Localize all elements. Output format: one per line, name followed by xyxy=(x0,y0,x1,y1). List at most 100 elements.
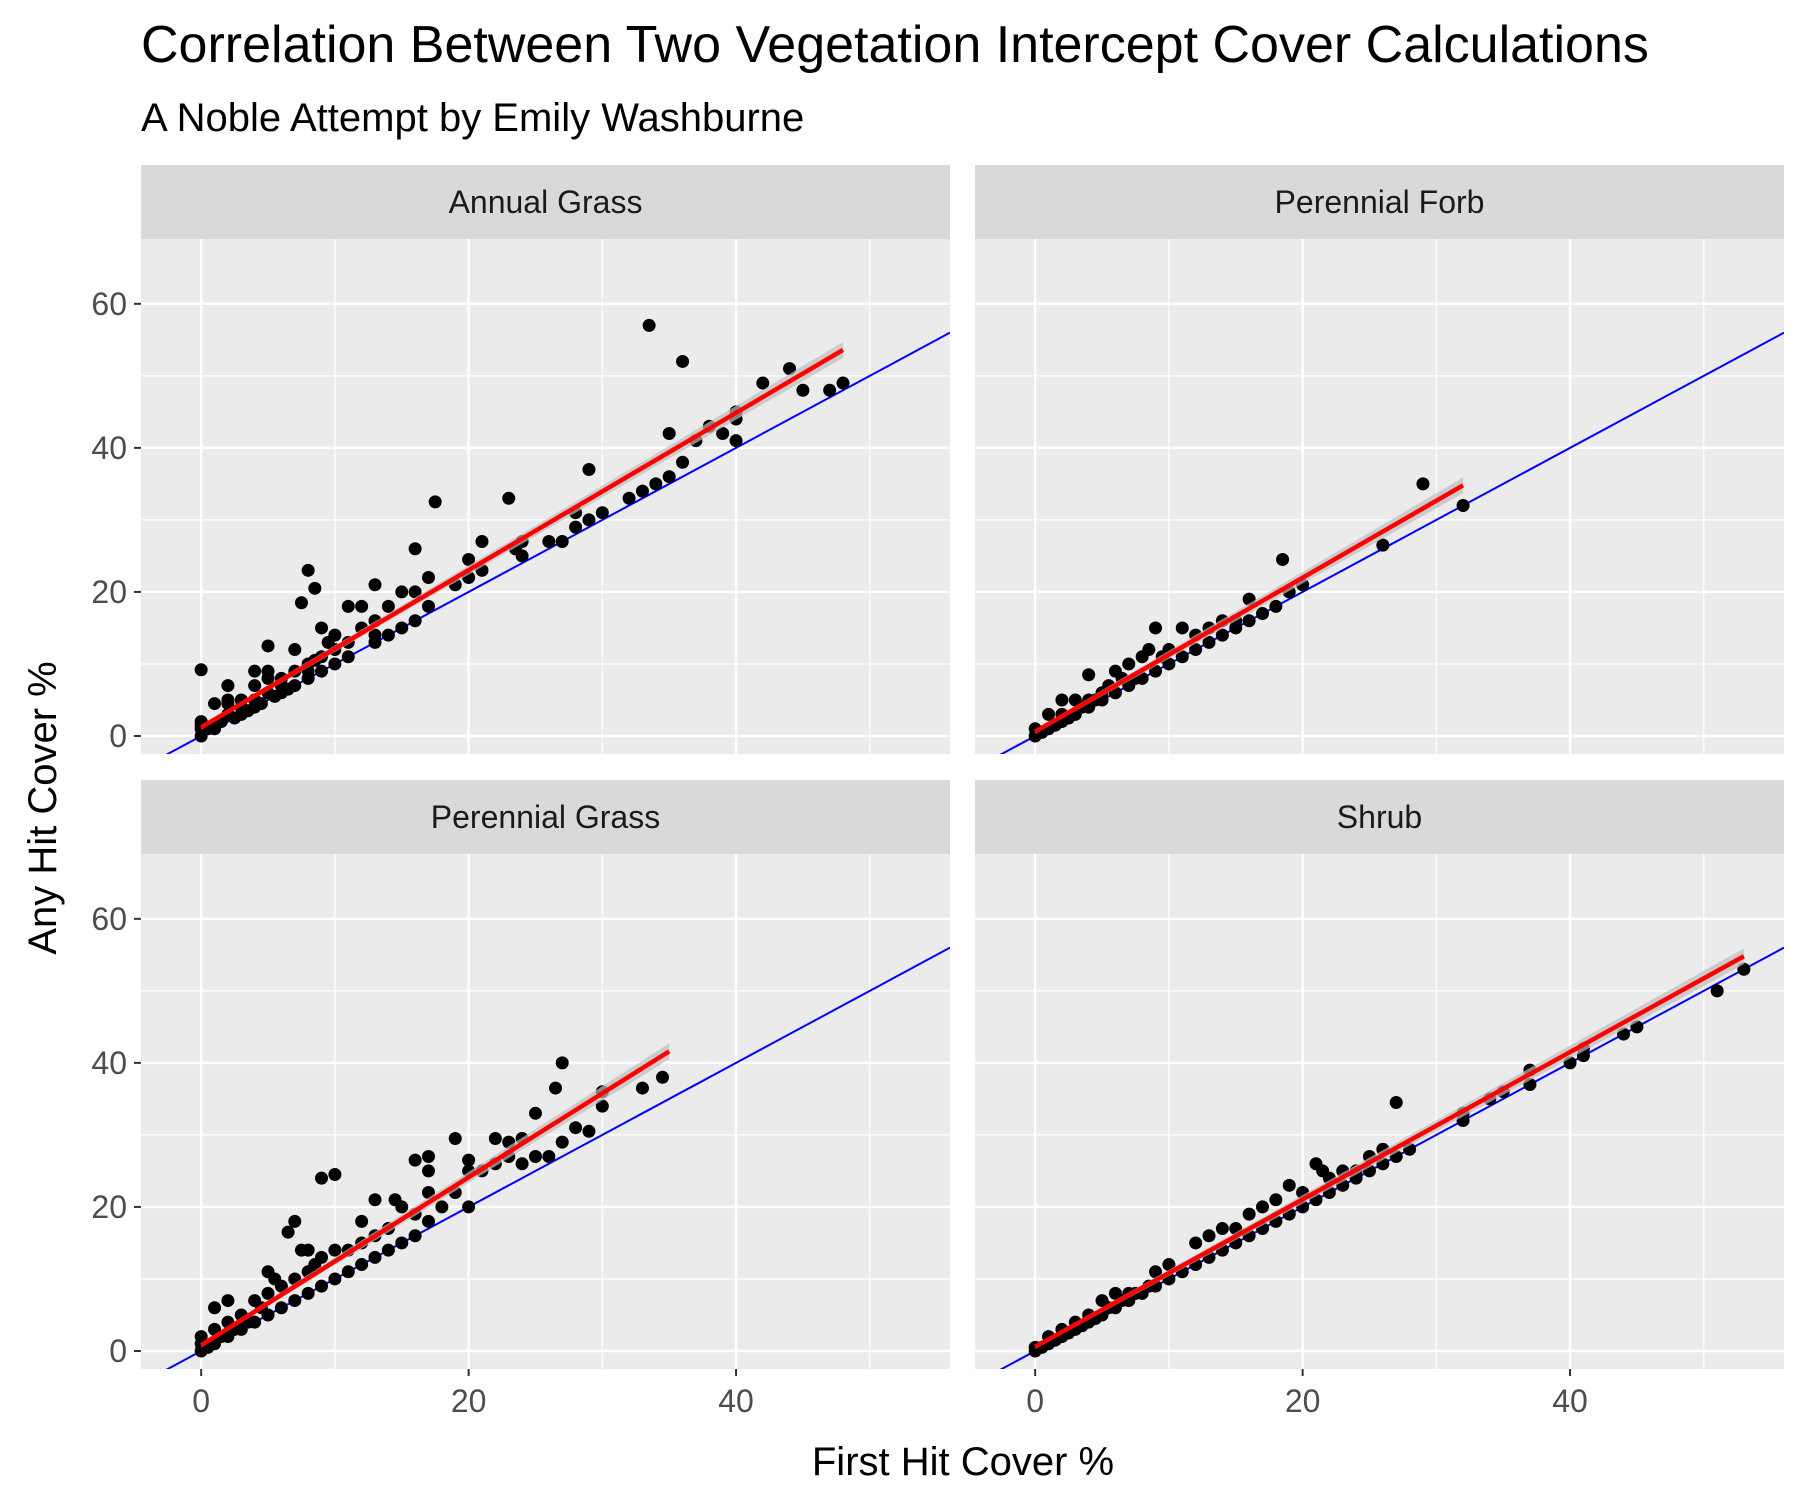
data-point xyxy=(676,455,690,469)
data-point xyxy=(582,1124,596,1138)
data-point xyxy=(328,1243,342,1257)
data-point xyxy=(756,376,770,390)
data-point xyxy=(381,628,395,642)
data-point xyxy=(462,553,476,567)
data-point xyxy=(462,1200,476,1214)
data-point xyxy=(1737,962,1751,976)
facet-panels: Annual Grass 0 20 40 60 Perennial Forb Perenni… xyxy=(91,165,1784,1419)
regression-line xyxy=(1034,483,1465,734)
data-point xyxy=(635,1081,649,1095)
data-point xyxy=(1175,650,1189,664)
data-point xyxy=(208,1301,222,1315)
panel-plot-area xyxy=(999,946,1784,1369)
data-point xyxy=(448,1132,462,1146)
data-point xyxy=(1242,614,1256,628)
data-point xyxy=(716,426,730,440)
data-point xyxy=(408,542,422,556)
data-point xyxy=(783,362,797,376)
data-point xyxy=(1242,1207,1256,1221)
facet-panel: Annual Grass 0 20 40 60 xyxy=(91,165,950,754)
data-point xyxy=(208,697,222,711)
data-point xyxy=(502,491,516,505)
data-point xyxy=(1202,1229,1216,1243)
data-point xyxy=(368,628,382,642)
facet-strip xyxy=(141,165,950,239)
data-point xyxy=(1255,607,1269,621)
data-point xyxy=(421,1214,435,1228)
data-point xyxy=(1276,553,1290,567)
data-point xyxy=(341,599,355,613)
y-tick-label: 0 xyxy=(109,718,127,754)
data-point xyxy=(1376,538,1390,552)
data-point xyxy=(1269,1193,1283,1207)
data-point xyxy=(642,318,656,332)
data-point xyxy=(555,535,569,549)
plot-panel-background xyxy=(975,854,1784,1369)
data-point xyxy=(569,520,583,534)
panel-plot-area xyxy=(165,318,950,754)
data-point xyxy=(221,679,235,693)
y-tick-label: 20 xyxy=(91,1189,127,1225)
data-point xyxy=(254,697,268,711)
data-point xyxy=(221,693,235,707)
data-point xyxy=(288,679,302,693)
data-point xyxy=(315,1250,329,1264)
data-point xyxy=(421,1150,435,1164)
data-point xyxy=(582,513,596,527)
data-point xyxy=(462,1153,476,1167)
facet-strip-label-perennial-forb: Perennial Forb xyxy=(1275,184,1485,220)
data-point xyxy=(261,639,275,653)
facet-panel: Perennial Grass 0 20 40 60 0 20 40 xyxy=(91,780,950,1419)
data-point xyxy=(301,1243,315,1257)
data-point xyxy=(569,1121,583,1135)
regression-line xyxy=(1034,954,1745,1349)
data-point xyxy=(542,1150,556,1164)
data-point xyxy=(635,484,649,498)
x-tick-label: 0 xyxy=(1026,1383,1044,1419)
data-point xyxy=(1456,499,1470,513)
facet-strip-label-annual-grass: Annual Grass xyxy=(449,184,643,220)
data-point xyxy=(595,506,609,520)
data-point xyxy=(301,563,315,577)
data-point xyxy=(1389,1095,1403,1109)
chart-subtitle: A Noble Attempt by Emily Washburne xyxy=(141,96,804,140)
data-point xyxy=(1269,599,1283,613)
data-point xyxy=(261,1286,275,1300)
data-point xyxy=(421,599,435,613)
data-point xyxy=(1189,1236,1203,1250)
data-point xyxy=(1082,668,1096,682)
data-point xyxy=(248,664,262,678)
data-point xyxy=(281,1225,295,1239)
data-point xyxy=(1055,693,1069,707)
data-point xyxy=(656,1070,670,1084)
data-point xyxy=(662,470,676,484)
panel-plot-area xyxy=(999,331,1784,754)
facet-strip xyxy=(975,165,1784,239)
data-point xyxy=(294,596,308,610)
y-tick-label: 60 xyxy=(91,901,127,937)
data-point xyxy=(823,383,837,397)
data-point xyxy=(288,1294,302,1308)
data-point xyxy=(328,1272,342,1286)
data-point xyxy=(1189,643,1203,657)
data-point xyxy=(676,354,690,368)
data-point xyxy=(368,1193,382,1207)
plot-panel-background xyxy=(975,239,1784,754)
data-point xyxy=(315,621,329,635)
data-point xyxy=(1255,1200,1269,1214)
data-point xyxy=(1142,643,1156,657)
data-point xyxy=(1215,1222,1229,1236)
data-point xyxy=(341,650,355,664)
data-point xyxy=(328,628,342,642)
facet-strip xyxy=(975,780,1784,854)
data-point xyxy=(261,1308,275,1322)
data-point xyxy=(1162,1258,1176,1272)
y-tick-label: 20 xyxy=(91,574,127,610)
data-point xyxy=(428,495,442,509)
data-point xyxy=(395,1236,409,1250)
data-point xyxy=(288,643,302,657)
data-point xyxy=(555,1056,569,1070)
data-point xyxy=(194,663,208,677)
data-point xyxy=(315,1171,329,1185)
y-tick-label: 40 xyxy=(91,1045,127,1081)
